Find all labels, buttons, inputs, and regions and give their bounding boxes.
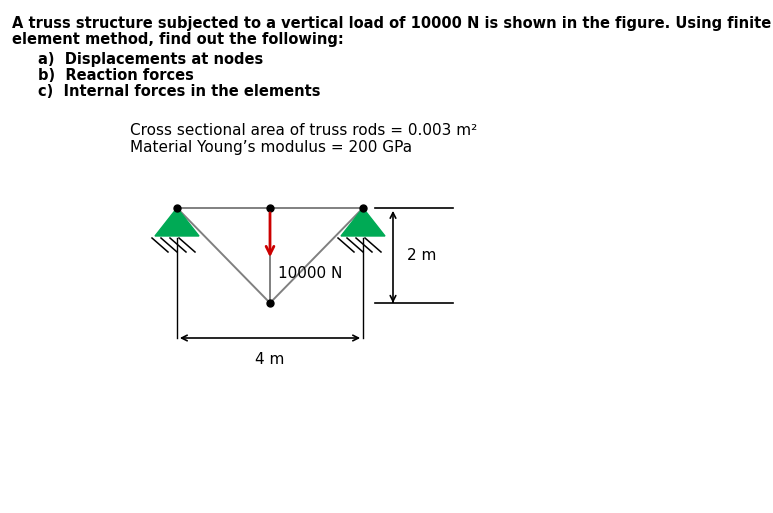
Text: c)  Internal forces in the elements: c) Internal forces in the elements [38, 84, 321, 99]
Text: element method, find out the following:: element method, find out the following: [12, 32, 344, 47]
Text: b)  Reaction forces: b) Reaction forces [38, 68, 194, 83]
Text: A truss structure subjected to a vertical load of 10000 N is shown in the figure: A truss structure subjected to a vertica… [12, 16, 771, 31]
Text: 10000 N: 10000 N [278, 266, 342, 281]
Text: a)  Displacements at nodes: a) Displacements at nodes [38, 52, 264, 67]
Text: 2 m: 2 m [407, 248, 437, 263]
Polygon shape [155, 208, 199, 236]
Text: Cross sectional area of truss rods = 0.003 m²: Cross sectional area of truss rods = 0.0… [130, 123, 477, 138]
Polygon shape [341, 208, 385, 236]
Text: 4 m: 4 m [255, 352, 284, 367]
Text: Material Young’s modulus = 200 GPa: Material Young’s modulus = 200 GPa [130, 140, 412, 155]
